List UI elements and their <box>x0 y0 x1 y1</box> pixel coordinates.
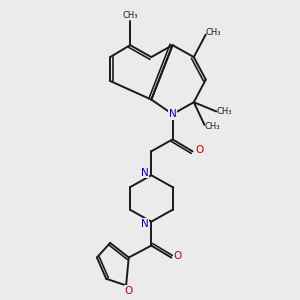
Text: N: N <box>141 168 148 178</box>
Text: N: N <box>169 109 176 119</box>
Text: O: O <box>124 286 133 296</box>
Text: CH₃: CH₃ <box>205 28 221 37</box>
Text: CH₃: CH₃ <box>217 107 232 116</box>
Text: O: O <box>195 145 203 155</box>
Text: CH₃: CH₃ <box>205 122 220 130</box>
Text: N: N <box>141 219 148 229</box>
Text: CH₃: CH₃ <box>122 11 138 20</box>
Text: O: O <box>174 251 182 261</box>
